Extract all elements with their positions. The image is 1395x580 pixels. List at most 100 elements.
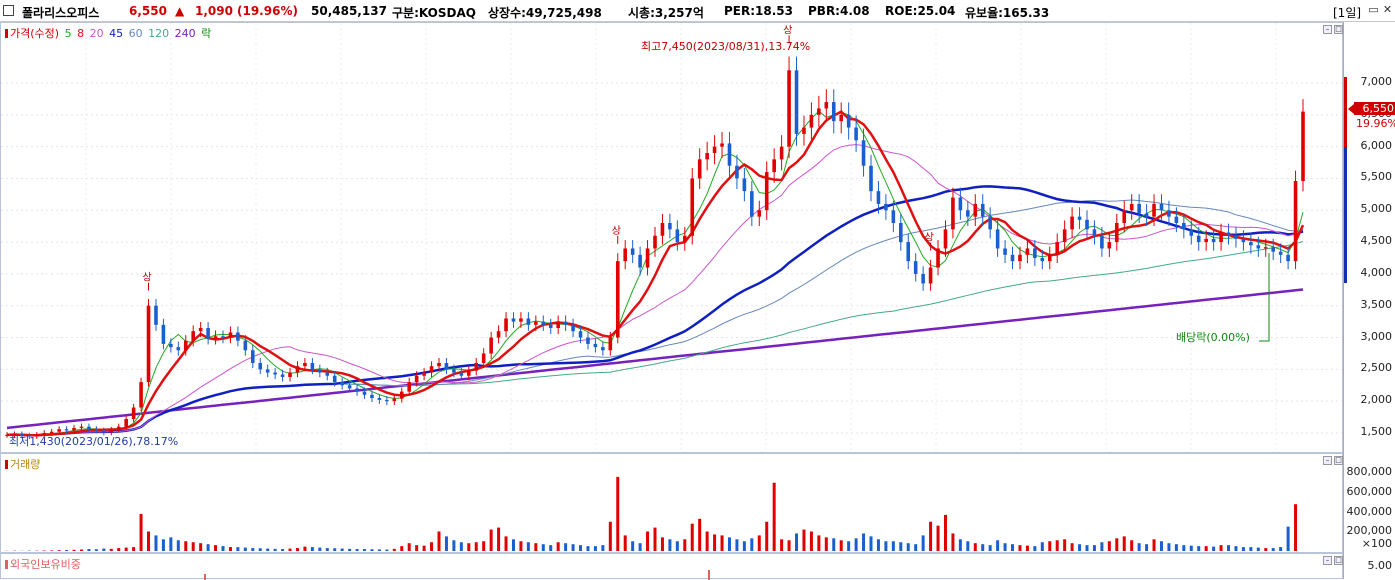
volume-pane[interactable]: 거래량 – □ [0, 453, 1343, 553]
range-bar-up [1344, 77, 1347, 147]
candle-body [1234, 236, 1238, 239]
volume-tick: 600,000 [1347, 485, 1393, 498]
candle-body [72, 428, 76, 431]
candle-body [757, 210, 761, 216]
volume-bar [743, 541, 746, 551]
candle-body [191, 331, 195, 341]
volume-bar [169, 537, 172, 551]
price-y-axis: 7,0006,5006,0005,5005,0004,5004,0003,500… [1343, 22, 1395, 453]
volume-bar [683, 539, 686, 551]
volume-bar [1004, 543, 1007, 551]
volume-bar [1115, 538, 1118, 551]
volume-y-axis: 800,000 600,000 400,000 200,000 ×100 [1343, 453, 1395, 553]
volume-bar [274, 549, 277, 551]
candle-body [139, 382, 143, 407]
volume-bar [996, 540, 999, 551]
candle-body [713, 147, 717, 153]
candle-body [251, 350, 255, 363]
volume-bar [661, 537, 664, 551]
title-bar: 폴라리스오피스 6,550 ▲ 1,090 (19.96%) 50,485,13… [0, 0, 1395, 22]
upper-limit-marker: 상 [612, 225, 621, 237]
volume-bar [527, 542, 530, 551]
volume-bar [713, 534, 716, 551]
candle-body [944, 229, 948, 248]
candle-body [1063, 229, 1067, 242]
volume-bar [832, 538, 835, 551]
candle-body [430, 366, 434, 372]
volume-bar [1078, 544, 1081, 551]
volume-bar [706, 532, 709, 552]
candle-body [258, 363, 262, 369]
candle-body [512, 318, 516, 321]
price-tick: 5,500 [1361, 170, 1393, 183]
price-chart-pane[interactable]: 가격(수정) 5 8 20 45 60 120 240 락 – □ 상상상상상 … [0, 22, 1343, 453]
candle-body [623, 248, 627, 261]
volume-bar [795, 533, 798, 551]
roe-value: ROE:25.04 [885, 4, 955, 18]
pane-minimize-button[interactable]: – [1323, 556, 1332, 565]
volume-bar [445, 536, 448, 551]
volume-bar [512, 539, 515, 551]
candle-body [1041, 258, 1045, 261]
volume-bar [348, 549, 351, 551]
volume-bar [177, 540, 180, 551]
volume-bar [80, 550, 83, 551]
volume-bar [184, 541, 187, 551]
volume-bar [698, 519, 701, 551]
candle-body [951, 198, 955, 230]
pane-maximize-button[interactable]: □ [1334, 556, 1343, 565]
price-tick: 4,500 [1361, 234, 1393, 247]
candle-body [1212, 239, 1216, 242]
volume-bar [154, 535, 157, 551]
foreign-ownership-pane[interactable]: 외국인보유비중 – □ [0, 553, 1343, 579]
minimize-icon[interactable]: ▭ [1367, 3, 1380, 17]
candle-body [638, 255, 642, 268]
candle-body [1108, 242, 1112, 248]
volume-bar [877, 539, 880, 551]
volume-bar [631, 541, 634, 551]
candle-body [683, 236, 687, 242]
volume-bar [892, 541, 895, 551]
volume-bar [214, 545, 217, 551]
volume-bar [1190, 546, 1193, 551]
close-icon[interactable]: ✕ [1381, 3, 1394, 17]
candle-body [1122, 210, 1126, 223]
candle-body [892, 210, 896, 223]
candle-body [1264, 247, 1268, 248]
volume-bar [1145, 544, 1148, 551]
volume-bar [579, 545, 582, 551]
volume-bar [1123, 536, 1126, 551]
volume-bar [1108, 541, 1111, 551]
candle-body [750, 191, 754, 216]
volume-bar [1212, 547, 1215, 551]
candle-body [1130, 204, 1134, 210]
high-price-label: 최고7,450(2023/08/31),13.74% [641, 38, 810, 54]
select-checkbox[interactable] [3, 5, 14, 16]
candle-body [914, 261, 918, 274]
volume-bar [460, 542, 463, 551]
candle-body [1219, 233, 1223, 243]
volume-bar [944, 515, 947, 551]
volume-bar [981, 544, 984, 551]
candle-body [966, 210, 970, 216]
candle-body [988, 217, 992, 230]
volume-bar [654, 528, 657, 551]
period-selector[interactable]: [1일] [1333, 4, 1361, 21]
foreign-tick: 5.00 [1368, 559, 1393, 572]
volume-bar [482, 541, 485, 551]
candle-body [1286, 255, 1290, 261]
candle-body [229, 332, 233, 337]
candle-body [445, 363, 449, 369]
candle-body [318, 369, 322, 372]
volume-bar [1287, 527, 1290, 551]
candle-body [1257, 245, 1261, 248]
volume-bar [855, 538, 858, 551]
volume-bar [132, 547, 135, 551]
volume-bar [497, 528, 500, 551]
candle-body [825, 102, 829, 108]
volume-bar [430, 542, 433, 551]
volume-bar [222, 546, 225, 551]
volume-chart-canvas [1, 454, 1342, 552]
candle-body [370, 395, 374, 398]
volume-bar [259, 548, 262, 551]
